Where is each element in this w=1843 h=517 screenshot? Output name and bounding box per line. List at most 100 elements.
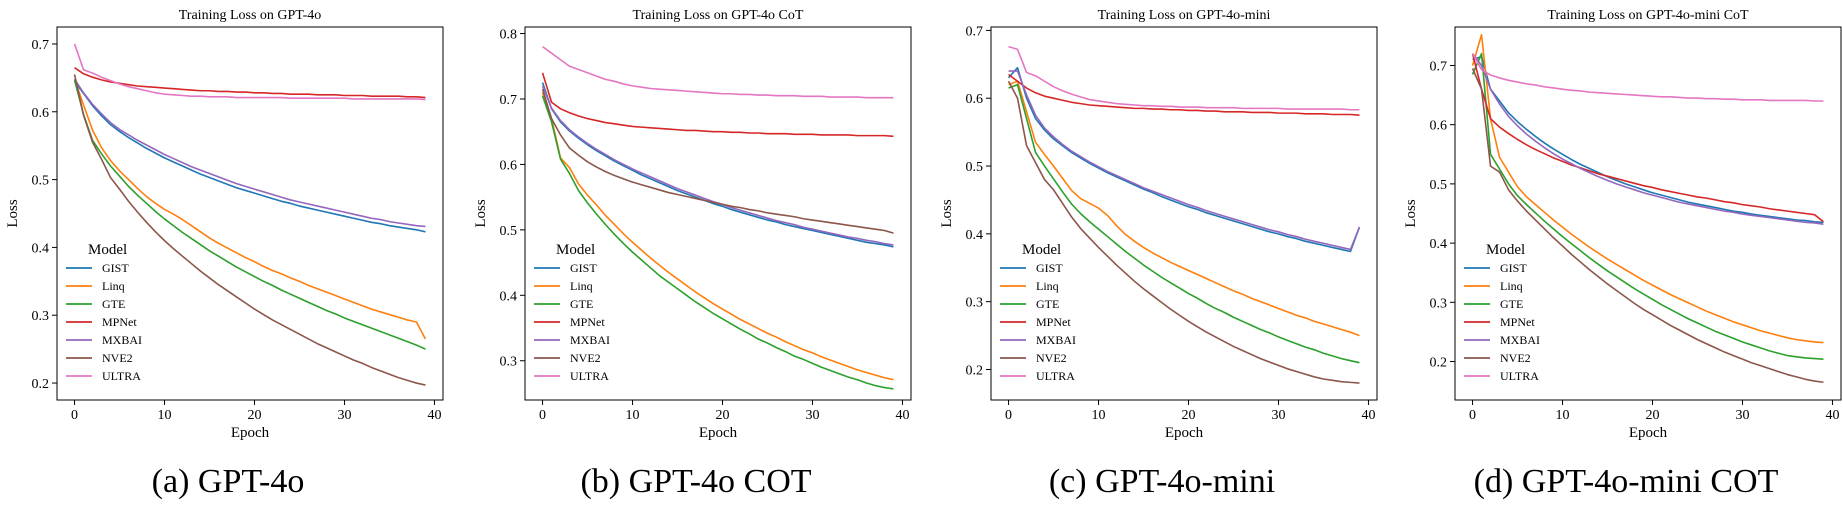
series-line-mpnet [74,67,426,99]
y-tick-label: 0.6 [1430,119,1448,134]
legend-entry-mxbai: MXBAI [1036,333,1076,347]
x-tick-label: 30 [1735,408,1749,423]
chart-panel-3: 0 10 20 30 40 0.2 0.3 0.4 0.5 0.6 0.7 Training Loss… [939,8,1378,500]
y-tick-label: 0.5 [32,174,50,189]
subfigure-caption: (b) GPT-4o COT [580,463,811,500]
y-tick-label: 0.2 [966,363,984,378]
legend-title: Model [1486,242,1525,258]
legend-entry-linq: Linq [1500,279,1523,293]
legend-entry-mpnet: MPNet [1500,315,1535,329]
subfigure-caption: (c) GPT-4o-mini [1049,463,1275,500]
legend: Model GIST Linq GTE MPNet MXBAI NVE2 ULTRA [534,242,610,383]
x-axis-label: Epoch [231,425,270,441]
series-line-mpnet [541,72,894,138]
series-line-mxbai [1008,70,1361,251]
legend-entry-gte: GTE [570,297,593,311]
series-line-gist [1472,55,1824,224]
y-tick-label: 0.7 [966,24,984,39]
y-tick-label: 0.3 [32,309,50,324]
x-axis-label: Epoch [1629,425,1668,441]
legend-title: Model [88,242,127,258]
plot-frame [56,26,444,401]
series-line-mpnet [1471,53,1824,223]
y-tick-label: 0.3 [1430,296,1448,311]
series-line-linq [1471,33,1824,344]
chart-title: Training Loss on GPT-4o-mini [1098,8,1271,23]
x-tick-label: 40 [1361,408,1375,423]
y-tick-label: 0.2 [32,377,50,392]
y-tick-label: 0.2 [1430,356,1448,371]
legend-entry-nve2: NVE2 [1036,351,1067,365]
x-tick-label: 30 [805,408,819,423]
series-line-nve2 [541,88,894,234]
legend-entry-nve2: NVE2 [102,351,133,365]
x-tick-label: 0 [539,408,546,423]
series-line-nve2 [1007,80,1360,384]
subfigure-caption: (a) GPT-4o [152,463,305,500]
legend-entry-mxbai: MXBAI [102,333,142,347]
legend-entry-nve2: NVE2 [1500,351,1531,365]
series-line-mxbai [1471,53,1824,225]
series-line-mpnet [1008,73,1360,116]
legend: Model GIST Linq GTE MPNet MXBAI NVE2 ULTRA [1464,242,1540,383]
series-line-ultra [73,43,426,101]
series-line-ultra [542,45,894,99]
y-tick-label: 0.5 [500,224,518,239]
legend-entry-ultra: ULTRA [1036,369,1075,383]
y-tick-label: 0.4 [966,228,984,243]
series-line-linq [73,78,427,340]
legend-entry-mpnet: MPNet [1036,315,1071,329]
legend-title: Model [556,242,595,258]
x-tick-label: 20 [715,408,729,423]
legend-entry-gist: GIST [1036,261,1063,275]
y-tick-label: 0.7 [32,38,50,53]
x-tick-label: 20 [1645,408,1659,423]
y-axis-label: Loss [473,199,489,228]
x-tick-label: 30 [337,408,351,423]
legend-entry-ultra: ULTRA [102,369,141,383]
series-line-gist [541,82,894,248]
legend: Model GIST Linq GTE MPNet MXBAI NVE2 ULTRA [66,242,142,383]
series-line-gte [73,79,426,350]
y-tick-label: 0.3 [500,355,518,370]
x-tick-label: 10 [158,408,172,423]
chart-panel-1: 0 10 20 30 40 0.2 0.3 0.4 0.5 0.6 0.7 Training Loss… [5,8,444,500]
chart-panel-4: 0 10 20 30 40 0.2 0.3 0.4 0.5 0.6 0.7 Training Loss… [1403,8,1842,500]
legend-entry-linq: Linq [102,279,125,293]
legend-entry-linq: Linq [570,279,593,293]
series-line-nve2 [73,74,426,386]
legend-entry-mpnet: MPNet [102,315,137,329]
y-tick-label: 0.4 [1430,237,1448,252]
x-tick-label: 20 [1181,408,1195,423]
legend: Model GIST Linq GTE MPNet MXBAI NVE2 ULTRA [1000,242,1076,383]
y-tick-label: 0.7 [500,93,518,108]
series-line-mxbai [73,78,426,228]
x-tick-label: 0 [71,408,78,423]
legend-entry-nve2: NVE2 [570,351,601,365]
chart-title: Training Loss on GPT-4o [179,8,322,23]
y-tick-label: 0.4 [500,289,518,304]
legend-entry-mpnet: MPNet [570,315,605,329]
x-axis-label: Epoch [699,425,738,441]
legend-entry-gte: GTE [1036,297,1059,311]
plot-frame [990,26,1378,401]
series-line-gist [1007,66,1361,253]
y-tick-label: 0.5 [1430,178,1448,193]
y-tick-label: 0.6 [32,106,50,121]
legend-entry-ultra: ULTRA [1500,369,1539,383]
legend-entry-gte: GTE [1500,297,1523,311]
legend-entry-mxbai: MXBAI [570,333,610,347]
y-axis-label: Loss [5,199,21,228]
x-tick-label: 10 [1092,408,1106,423]
y-axis-label: Loss [939,199,955,228]
series-line-linq [541,92,894,381]
legend-entry-gist: GIST [102,261,129,275]
legend-entry-mxbai: MXBAI [1500,333,1540,347]
series-line-gist [73,80,426,233]
y-axis-label: Loss [1403,199,1419,228]
legend-entry-gte: GTE [102,297,125,311]
x-axis-label: Epoch [1165,425,1204,441]
legend-entry-ultra: ULTRA [570,369,609,383]
legend-entry-gist: GIST [1500,261,1527,275]
